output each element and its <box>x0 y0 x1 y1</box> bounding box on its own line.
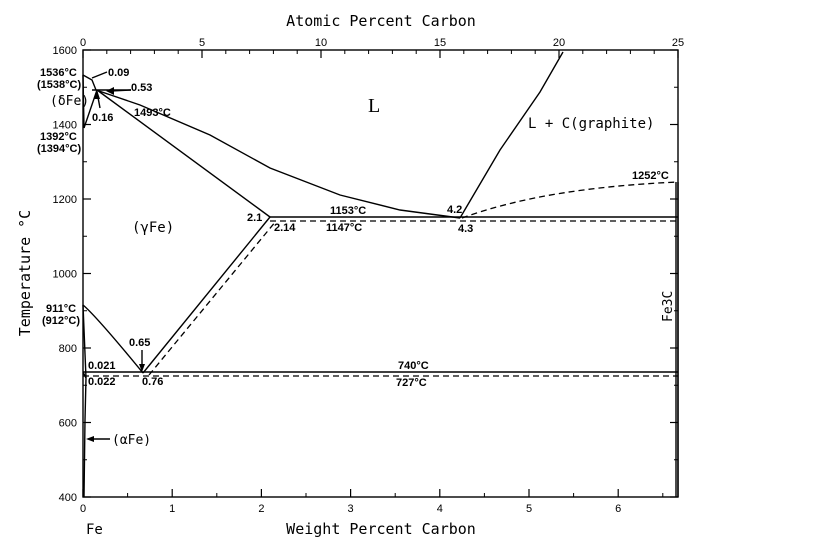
label-912: (912°C) <box>42 315 80 327</box>
label-1538: (1538°C) <box>37 79 81 91</box>
label-740: 740°C <box>398 360 429 372</box>
y-tick-label: 1200 <box>53 194 77 206</box>
arrow-053-head <box>106 87 114 95</box>
label-076: 0.76 <box>142 376 163 388</box>
region-fe3c: Fe3C <box>661 291 676 322</box>
fe-corner-label: Fe <box>86 522 103 538</box>
arrow-065-head <box>139 364 145 372</box>
bottom-tick-label: 2 <box>258 503 264 515</box>
arrow-016-head <box>94 90 100 99</box>
region-liquid: L <box>368 95 380 117</box>
label-42: 4.2 <box>447 204 462 216</box>
label-21: 2.1 <box>247 212 262 224</box>
y-tick-label: 600 <box>59 418 77 430</box>
liquidus-line <box>82 74 461 219</box>
label-1147: 1147°C <box>326 222 362 234</box>
region-alpha: (αFe) <box>112 433 151 448</box>
phase-boundaries <box>82 51 679 498</box>
acm-line <box>142 216 271 374</box>
label-0021: 0.021 <box>88 360 116 372</box>
gamma-solidus <box>96 89 271 218</box>
top-axis-label: Atomic Percent Carbon <box>286 12 476 30</box>
callout-arrows <box>86 71 145 442</box>
alpha-solvus <box>82 371 87 498</box>
label-911: 911°C <box>46 303 76 315</box>
arrow-009 <box>91 71 108 79</box>
bottom-tick-label: 6 <box>615 503 621 515</box>
bottom-tick-label: 1 <box>169 503 175 515</box>
label-053: 0.53 <box>131 82 152 94</box>
y-tick-label: 1400 <box>53 120 77 132</box>
label-214: 2.14 <box>274 222 296 234</box>
arrow-alpha-head <box>86 436 94 442</box>
label-1536: 1536°C <box>40 67 77 79</box>
acm-line-dashed <box>148 220 277 376</box>
graphite-liquidus <box>459 51 564 219</box>
label-065: 0.65 <box>129 337 150 349</box>
y-axis-label: Temperature °C <box>16 210 34 336</box>
top-tick-label: 0 <box>80 37 86 49</box>
region-delta: (δFe) <box>50 94 89 109</box>
region-gamma: (γFe) <box>132 220 174 236</box>
y-tick-label: 800 <box>59 343 77 355</box>
metastable-liquidus <box>461 181 679 219</box>
top-tick-label: 15 <box>434 37 446 49</box>
top-tick-label: 10 <box>315 37 327 49</box>
label-016: 0.16 <box>92 112 113 124</box>
y-tick-label: 400 <box>59 492 77 504</box>
label-727: 727°C <box>396 377 427 389</box>
delta-gamma-line <box>83 89 98 129</box>
axis-ticks: 0 1 2 3 4 5 6 0 5 10 15 20 25 400 600 800 1000 1200 1400 16… <box>53 37 685 515</box>
y-tick-label: 1000 <box>53 269 77 281</box>
label-1153: 1153°C <box>330 205 366 217</box>
a3-line <box>82 304 144 374</box>
label-009: 0.09 <box>108 67 129 79</box>
top-tick-label: 5 <box>199 37 205 49</box>
bottom-tick-label: 0 <box>80 503 86 515</box>
label-43: 4.3 <box>458 223 473 235</box>
top-tick-label: 20 <box>553 37 565 49</box>
label-1392: 1392°C <box>40 131 77 143</box>
y-tick-label: 1600 <box>53 45 77 57</box>
bottom-tick-label: 4 <box>437 503 443 515</box>
bottom-axis-label: Weight Percent Carbon <box>286 520 476 538</box>
label-1493: 1493°C <box>134 107 171 119</box>
label-1252: 1252°C <box>632 170 669 182</box>
alpha-a3 <box>82 304 87 379</box>
bottom-tick-label: 3 <box>348 503 354 515</box>
top-tick-label: 25 <box>672 37 684 49</box>
bottom-tick-label: 5 <box>526 503 532 515</box>
delta-boundary <box>82 74 85 129</box>
label-0022: 0.022 <box>88 376 116 388</box>
label-1394: (1394°C) <box>37 143 81 155</box>
region-liquid-graphite: L + C(graphite) <box>528 116 654 132</box>
